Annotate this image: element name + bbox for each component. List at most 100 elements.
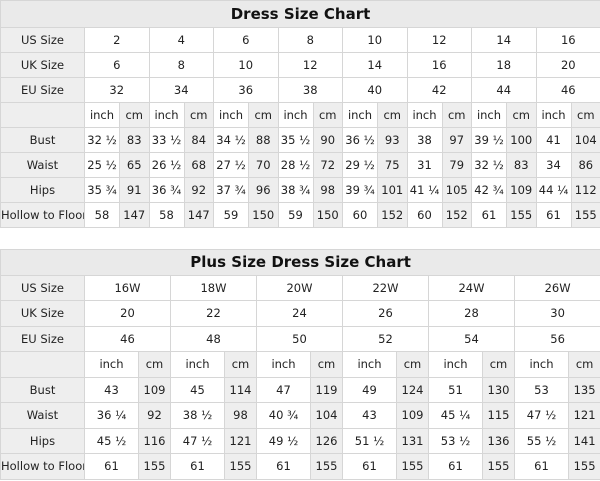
size-cell: 16 [535,27,600,53]
unit-cm-header: cm [567,351,600,378]
inch-value: 47 ½ [514,402,569,429]
inch-value: 45 [170,376,225,403]
cm-value: 109 [396,402,429,429]
inch-value: 44 ¼ [535,177,572,203]
row-label: US Size [0,27,85,53]
plus-size-chart-table: Plus Size Dress Size Chart US Size 16W 18W 2… [0,249,600,480]
cm-value: 141 [567,427,600,454]
cm-value: 70 [248,152,279,178]
inch-value: 61 [84,453,139,480]
inch-value: 47 [256,376,311,403]
size-cell: 24 [256,300,343,327]
measurement-row: Hollow to Floor 61 155 61 155 61 155 61 155 61 155… [0,453,600,480]
inch-value: 38 ½ [170,402,225,429]
cm-value: 155 [224,453,257,480]
unit-inch-header: inch [256,351,311,378]
cm-value: 155 [396,453,429,480]
inch-value: 53 [514,376,569,403]
cm-value: 126 [310,427,343,454]
cm-value: 86 [570,152,600,178]
inch-value: 58 [84,202,120,228]
row-label: Hips [0,427,85,454]
unit-inch-header: inch [213,102,249,128]
inch-value: 61 [514,453,569,480]
inch-value: 61 [170,453,225,480]
cm-value: 93 [377,127,408,153]
cm-value: 104 [570,127,600,153]
cm-value: 101 [377,177,408,203]
size-row: US Size 16W 18W 20W 22W 24W 26W [0,274,600,301]
unit-inch-header: inch [535,102,572,128]
inch-value: 42 ¾ [471,177,507,203]
size-cell: 26W [513,274,600,301]
inch-value: 61 [471,202,507,228]
inch-value: 36 ¼ [84,402,139,429]
unit-inch-header: inch [342,102,378,128]
inch-value: 61 [535,202,572,228]
inch-value: 29 ½ [342,152,378,178]
row-label: Hollow to Floor [0,453,85,480]
measurement-row: Bust 43 109 45 114 47 119 49 124 51 130 53 135 [0,376,600,403]
inch-value: 38 ¾ [277,177,314,203]
inch-value: 31 [406,152,443,178]
inch-value: 35 ½ [277,127,314,153]
size-cell: 30 [513,300,600,327]
cm-value: 130 [482,376,515,403]
inch-value: 60 [342,202,378,228]
cm-value: 136 [482,427,515,454]
size-cell: 52 [342,325,429,352]
inch-value: 61 [256,453,311,480]
size-cell: 10 [213,52,279,78]
row-label: EU Size [0,77,85,103]
size-cell: 32 [84,77,150,103]
inch-value: 45 ½ [84,427,139,454]
size-cell: 2 [84,27,150,53]
inch-value: 27 ½ [213,152,249,178]
unit-cm-header: cm [138,351,171,378]
size-cell: 20 [535,52,600,78]
cm-value: 79 [441,152,472,178]
row-label: Hips [0,177,85,203]
cm-value: 72 [312,152,343,178]
size-cell: 20W [256,274,343,301]
inch-value: 28 ½ [277,152,314,178]
unit-inch-header: inch [84,351,139,378]
unit-inch-header: inch [514,351,569,378]
dress-size-chart-table: Dress Size Chart US Size 2 4 6 8 10 12 14 16 UK Si… [0,0,600,228]
size-cell: 22W [342,274,429,301]
size-cell: 18W [170,274,257,301]
unit-inch-header: inch [84,102,120,128]
title-row: Plus Size Dress Size Chart [0,249,600,276]
size-cell: 48 [170,325,257,352]
cm-value: 114 [224,376,257,403]
inch-value: 47 ½ [170,427,225,454]
size-row: UK Size 20 22 24 26 28 30 [0,300,600,327]
size-cell: 56 [513,325,600,352]
inch-value: 32 ½ [471,152,507,178]
unit-inch-header: inch [342,351,397,378]
inch-value: 34 [535,152,572,178]
inch-value: 55 ½ [514,427,569,454]
row-label: UK Size [0,52,85,78]
cm-value: 88 [248,127,279,153]
cm-value: 97 [441,127,472,153]
size-cell: 28 [428,300,515,327]
unit-cm-header: cm [506,102,537,128]
size-cell: 14 [471,27,537,53]
size-cell: 6 [213,27,279,53]
cm-value: 155 [482,453,515,480]
size-cell: 42 [406,77,472,103]
measurement-row: Hollow to Floor 58 147 58 147 59 150 59 150 60 152… [0,202,600,228]
cm-value: 147 [183,202,214,228]
cm-value: 124 [396,376,429,403]
empty-label-cell [0,102,85,128]
unit-cm-header: cm [183,102,214,128]
cm-value: 135 [567,376,600,403]
inch-value: 41 [535,127,572,153]
unit-cm-header: cm [310,351,343,378]
cm-value: 152 [441,202,472,228]
cm-value: 75 [377,152,408,178]
inch-value: 35 ¾ [84,177,120,203]
cm-value: 155 [138,453,171,480]
